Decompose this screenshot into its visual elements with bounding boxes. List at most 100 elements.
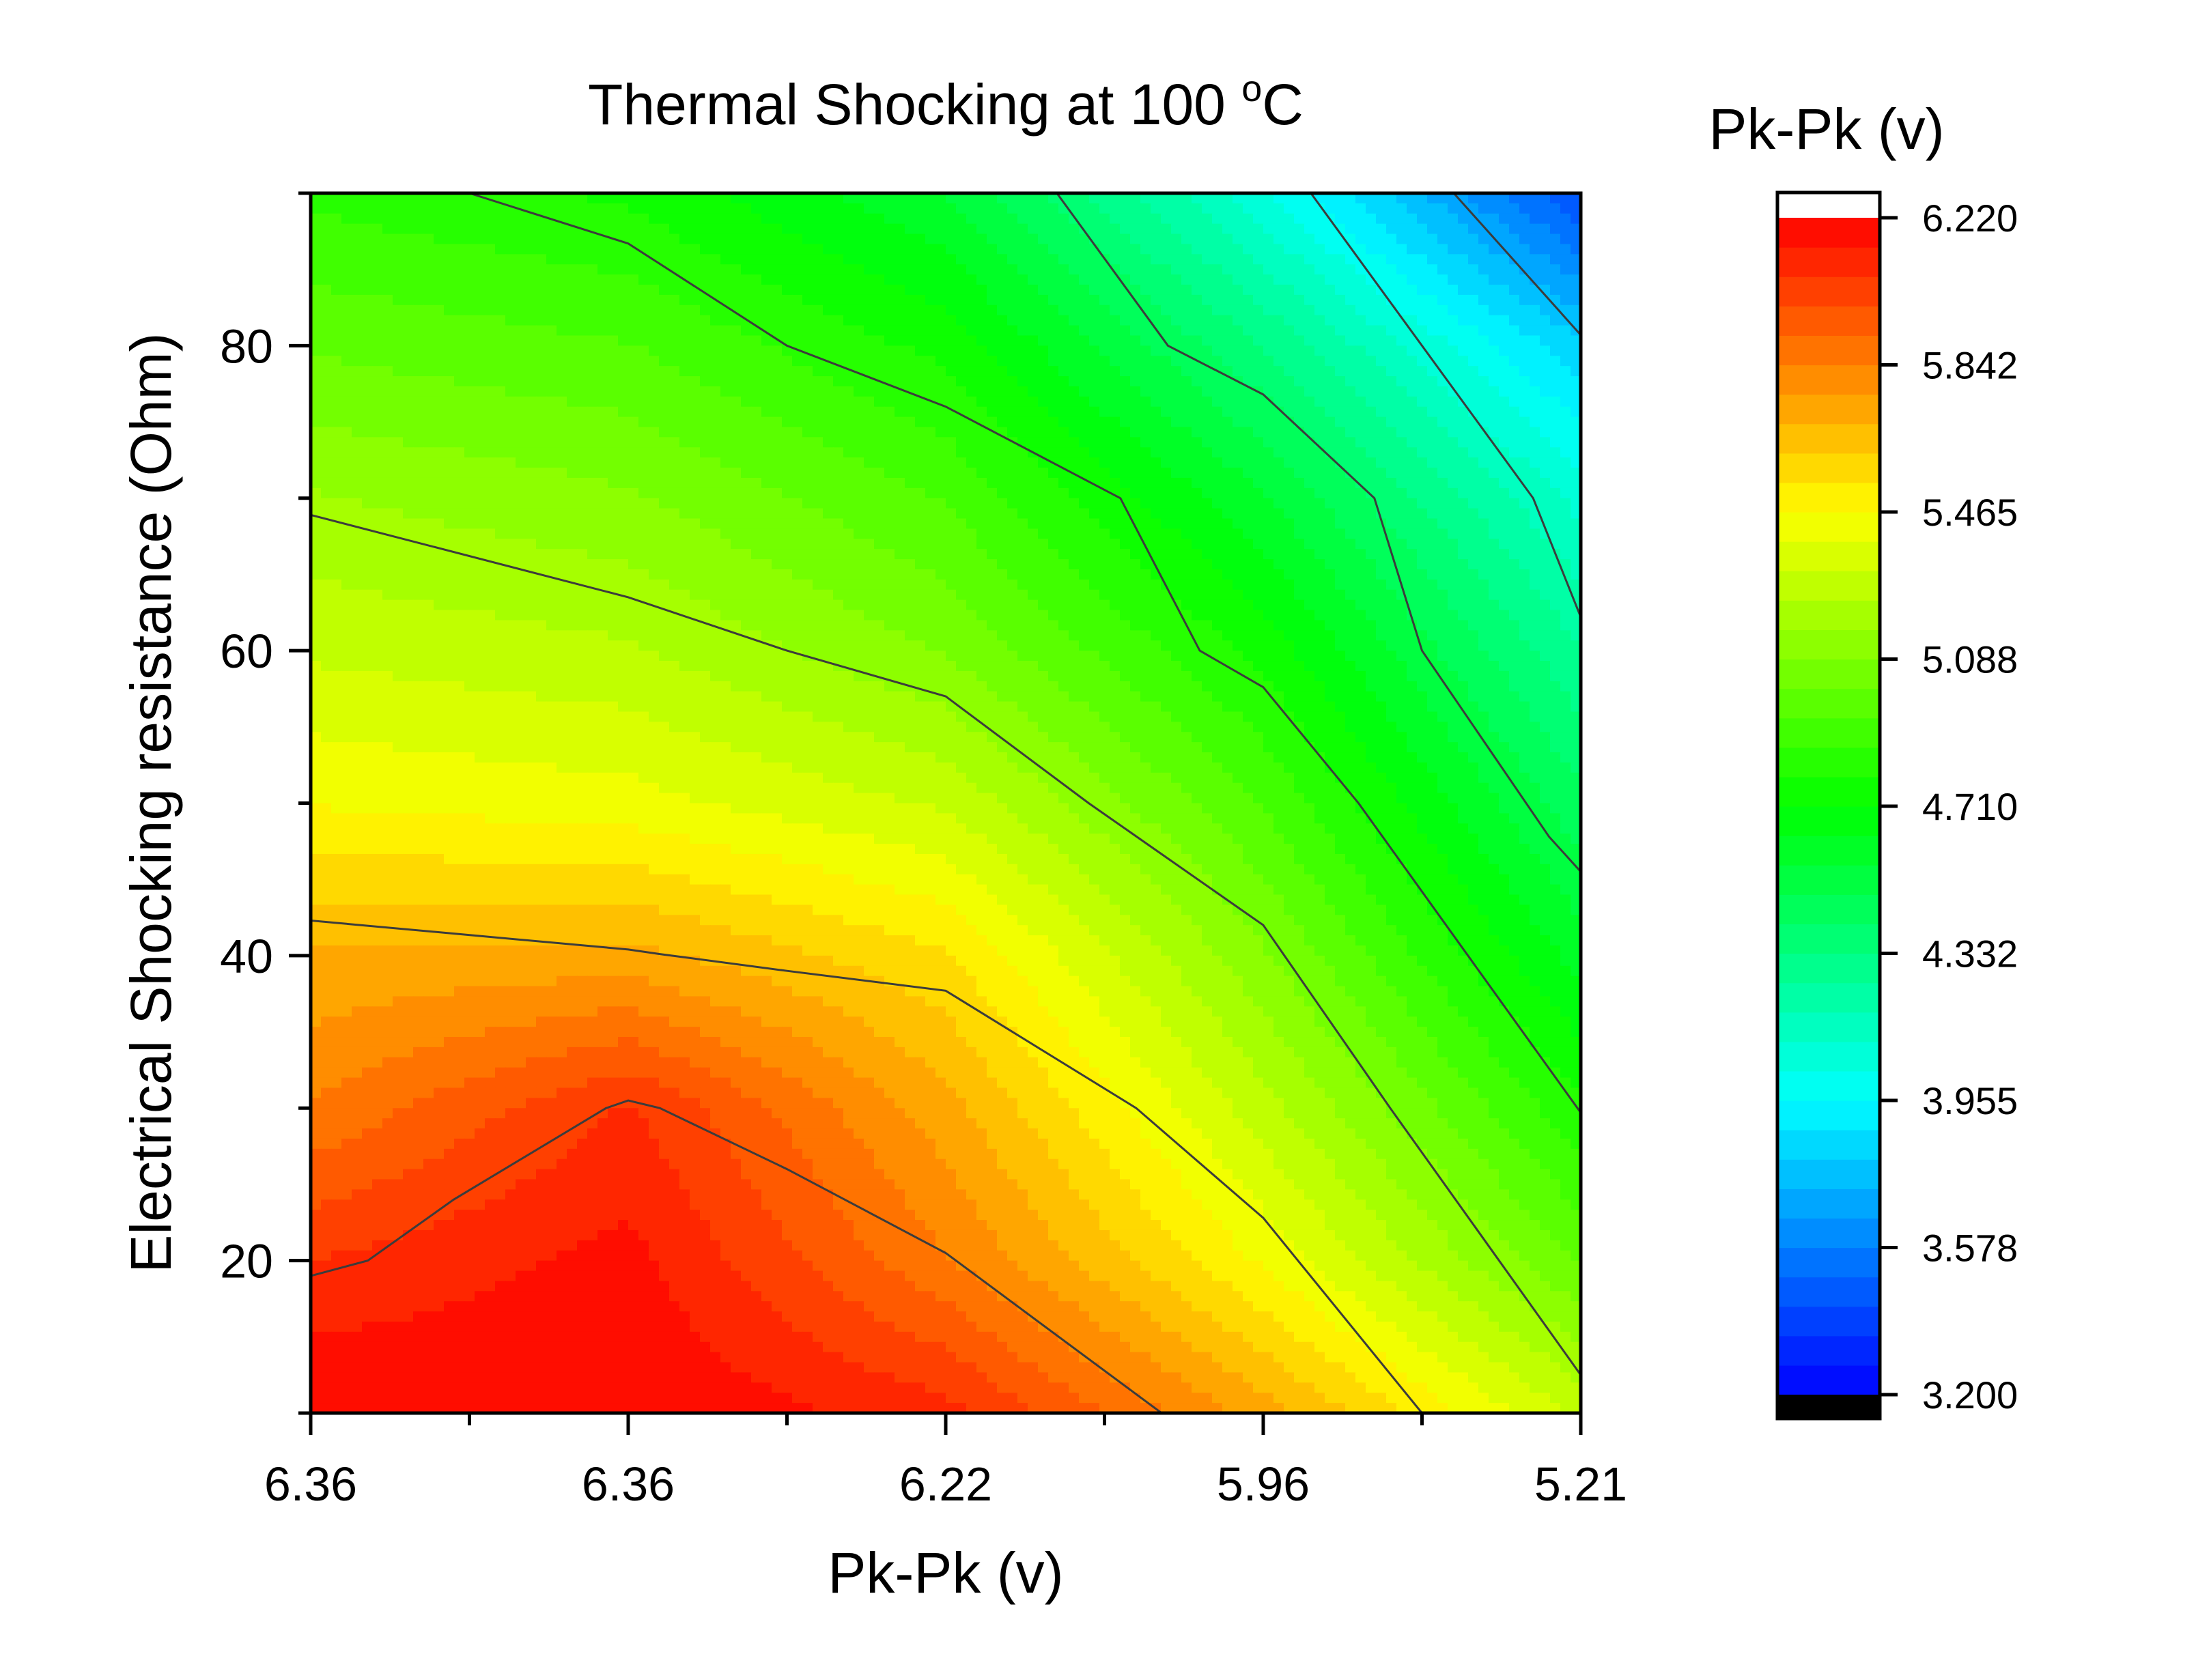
contour-cell — [362, 193, 373, 204]
contour-cell — [874, 589, 885, 601]
contour-cell — [915, 366, 926, 377]
contour-cell — [423, 437, 434, 449]
contour-cell — [720, 549, 731, 560]
contour-cell — [587, 304, 598, 316]
contour-cell — [382, 274, 393, 285]
contour-cell — [587, 549, 598, 560]
contour-cell — [618, 294, 629, 306]
contour-cell — [311, 477, 322, 489]
contour-cell — [1407, 285, 1418, 296]
contour-cell — [1058, 427, 1069, 438]
contour-cell — [813, 386, 824, 397]
contour-cell — [1366, 304, 1377, 316]
contour-cell — [1437, 294, 1448, 306]
contour-cell — [628, 233, 639, 245]
contour-cell — [1192, 213, 1202, 225]
contour-cell — [905, 285, 916, 296]
contour-cell — [403, 599, 414, 611]
contour-cell — [1284, 457, 1295, 468]
contour-cell — [813, 539, 824, 550]
contour-cell — [1386, 274, 1397, 285]
contour-cell — [1069, 528, 1080, 540]
contour-cell — [813, 213, 824, 225]
contour-cell — [393, 244, 404, 255]
contour-cell — [1243, 274, 1254, 285]
contour-cell — [454, 508, 465, 519]
contour-cell — [1448, 396, 1459, 408]
contour-cell — [690, 427, 701, 438]
contour-cell — [495, 203, 506, 214]
contour-cell — [638, 325, 649, 337]
contour-cell — [495, 518, 506, 530]
contour-cell — [741, 223, 752, 235]
contour-cell — [1110, 304, 1121, 316]
contour-cell — [331, 396, 342, 408]
contour-cell — [700, 579, 711, 590]
contour-cell — [567, 254, 578, 266]
contour-cell — [935, 416, 946, 428]
contour-cell — [935, 447, 946, 458]
contour-cell — [1130, 396, 1141, 408]
contour-cell — [802, 335, 813, 347]
contour-cell — [772, 447, 783, 458]
contour-cell — [1058, 579, 1069, 590]
contour-cell — [587, 468, 598, 479]
contour-cell — [854, 518, 864, 530]
contour-cell — [946, 345, 957, 357]
contour-cell — [802, 549, 813, 560]
contour-cell — [1458, 223, 1469, 235]
contour-cell — [1448, 416, 1459, 428]
contour-cell — [444, 396, 455, 408]
contour-cell — [690, 477, 701, 489]
contour-cell — [1079, 335, 1090, 347]
contour-cell — [393, 427, 404, 438]
contour-cell — [854, 294, 864, 306]
chart-title-text: Thermal Shocking at 100 — [588, 72, 1241, 137]
contour-cell — [710, 213, 721, 225]
contour-cell — [311, 244, 322, 255]
contour-cell — [987, 528, 998, 540]
contour-cell — [1376, 345, 1387, 357]
contour-cell — [1192, 294, 1202, 306]
contour-cell — [1089, 539, 1100, 550]
contour-cell — [1151, 213, 1162, 225]
contour-cell — [1366, 498, 1377, 509]
contour-cell — [700, 264, 711, 275]
contour-cell — [413, 366, 424, 377]
contour-cell — [833, 539, 844, 550]
contour-cell — [1140, 508, 1151, 519]
contour-cell — [505, 386, 516, 397]
contour-cell — [792, 213, 803, 225]
contour-cell — [976, 549, 987, 560]
contour-cell — [1314, 477, 1325, 489]
contour-cell — [1530, 447, 1540, 458]
contour-cell — [1294, 559, 1305, 570]
contour-cell — [1140, 406, 1151, 418]
contour-cell — [434, 508, 445, 519]
contour-cell — [1233, 457, 1243, 468]
contour-cell — [864, 396, 875, 408]
contour-cell — [557, 457, 567, 468]
contour-cell — [1396, 203, 1407, 214]
contour-cell — [1253, 274, 1264, 285]
contour-cell — [751, 274, 762, 285]
contour-cell — [864, 203, 875, 214]
contour-cell — [956, 396, 967, 408]
contour-cell — [1017, 569, 1028, 580]
contour-cell — [372, 468, 383, 479]
contour-cell — [782, 325, 793, 337]
contour-cell — [1294, 356, 1305, 367]
contour-cell — [1560, 549, 1571, 560]
contour-cell — [1233, 294, 1243, 306]
contour-cell — [987, 294, 998, 306]
contour-cell — [587, 376, 598, 387]
contour-cell — [1263, 498, 1274, 509]
contour-cell — [669, 437, 680, 449]
contour-cell — [1550, 325, 1561, 337]
contour-cell — [1304, 264, 1315, 275]
contour-cell — [925, 518, 936, 530]
contour-cell — [1314, 569, 1325, 580]
contour-cell — [1540, 223, 1551, 235]
contour-cell — [1192, 589, 1202, 601]
contour-cell — [1273, 213, 1284, 225]
